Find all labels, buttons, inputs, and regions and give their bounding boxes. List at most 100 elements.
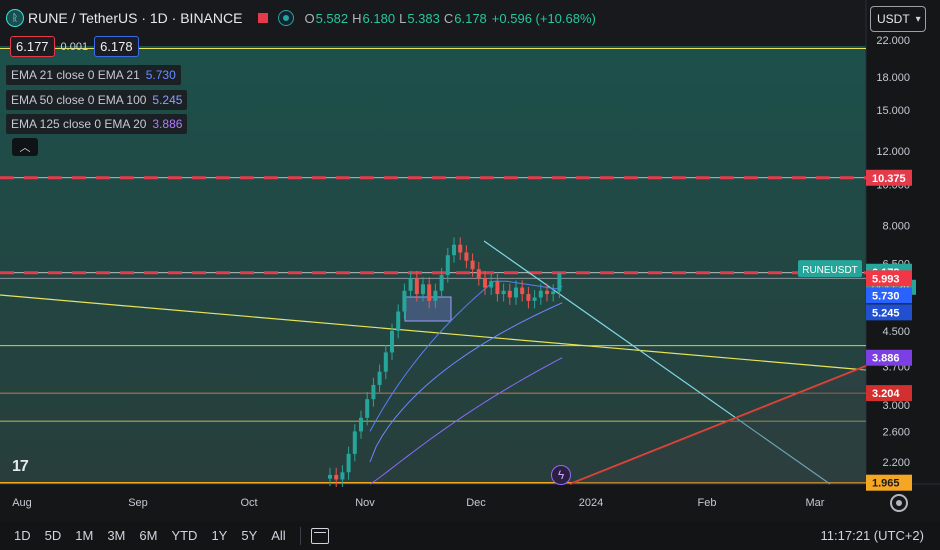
candle	[514, 287, 518, 298]
ema-50-line	[369, 302, 563, 463]
timeframe-ytd[interactable]: YTD	[171, 528, 198, 543]
candle	[476, 269, 481, 279]
lightning-icon[interactable]: ϟ	[551, 465, 571, 485]
sell-price-button[interactable]: 6.177	[10, 36, 55, 57]
candle	[414, 278, 419, 295]
clock-readout[interactable]: 11:17:21 (UTC+2)	[820, 528, 924, 543]
ohlc-low: L5.383	[399, 10, 440, 26]
symbol-badge	[798, 260, 862, 278]
candle	[402, 290, 407, 312]
buy-price-button[interactable]: 6.178	[94, 36, 139, 57]
price-badge-label: 5.245	[872, 307, 900, 319]
time-axis-background	[0, 484, 940, 521]
price-tick-label: 22.000	[876, 35, 910, 47]
candle	[359, 417, 363, 432]
price-badge-label: 5.993	[872, 273, 900, 285]
ohlc-open: O5.582	[304, 10, 349, 26]
candle	[371, 384, 376, 400]
tradingview-logo: 17	[12, 458, 29, 475]
candle	[520, 287, 525, 295]
time-axis-ticks: Aug Sep Oct Nov Dec 2024 Feb Mar	[12, 497, 825, 509]
timeframe-5y[interactable]: 5Y	[241, 528, 258, 543]
candle	[501, 290, 506, 295]
price-badge-label: 5.730	[872, 290, 900, 302]
gear-icon[interactable]	[890, 494, 908, 512]
calendar-icon[interactable]	[310, 527, 329, 544]
chevron-down-icon: ▾	[915, 13, 921, 25]
candle	[489, 281, 494, 288]
price-badge	[866, 304, 912, 321]
candle	[439, 275, 444, 291]
candle	[328, 474, 332, 479]
toolbar-divider	[299, 526, 301, 545]
consolidation-box[interactable]	[404, 296, 452, 322]
indicator-ema-21[interactable]: EMA 21 close 0 EMA 21 5.730	[6, 65, 181, 85]
time-tick-label: Feb	[698, 497, 717, 509]
candle	[458, 244, 463, 253]
symbol-badge-label: RUNEUSDT	[802, 265, 858, 276]
time-tick-label: 2024	[579, 497, 603, 509]
ascending-red-trendline[interactable]	[569, 365, 867, 485]
price-badge-label: 3.204	[872, 388, 900, 400]
ema-125-line	[369, 357, 563, 485]
candle	[538, 290, 543, 298]
candle	[532, 297, 537, 301]
timeframe-1m[interactable]: 1M	[75, 528, 94, 543]
price-tick-label: 2.200	[882, 457, 910, 469]
candle	[507, 290, 512, 298]
trendlines	[0, 240, 867, 485]
candle	[340, 472, 345, 480]
symbol-title[interactable]: RUNE / TetherUS · 1D · BINANCE	[28, 10, 243, 26]
indicator-label: EMA 50 close 0 EMA 100	[11, 93, 147, 107]
candle	[408, 278, 413, 291]
market-status-icon[interactable]	[278, 10, 295, 26]
price-badge	[866, 349, 912, 366]
price-tick-label: 18.000	[876, 72, 910, 84]
collapse-legend-button[interactable]: ︿	[12, 138, 38, 156]
ohlc-change: +0.596 (+10.68%)	[491, 10, 596, 26]
indicator-ema-125[interactable]: EMA 125 close 0 EMA 20 3.886	[6, 114, 188, 134]
timeframe-3m[interactable]: 3M	[107, 528, 126, 543]
candle	[365, 399, 370, 418]
candle	[452, 244, 456, 256]
symbol-legend: ᚱ RUNE / TetherUS · 1D · BINANCE O5.582 …	[6, 8, 600, 28]
spread-value: 0.001	[60, 40, 89, 53]
timeframe-5d[interactable]: 5D	[44, 528, 62, 543]
currency-selector[interactable]: USDT ▾	[870, 6, 926, 32]
price-badges: 10.375RUNEUSDT6.17814:42:395.9935.7305.2…	[798, 169, 916, 491]
price-tick-label: 3.000	[882, 400, 910, 412]
indicator-ema-50[interactable]: EMA 50 close 0 EMA 100 5.245	[6, 90, 188, 110]
indicator-label: EMA 125 close 0 EMA 20	[11, 117, 147, 131]
candle	[396, 311, 401, 331]
rune-logo-icon: ᚱ	[6, 9, 24, 27]
timeframe-1y[interactable]: 1Y	[211, 528, 228, 543]
price-tick-label: 15.000	[876, 105, 910, 117]
timeframe-6m[interactable]: 6M	[139, 528, 158, 543]
currency-label: USDT	[877, 12, 910, 26]
candle	[551, 291, 556, 295]
time-tick-label: Nov	[355, 497, 375, 509]
timeframe-all[interactable]: All	[271, 528, 286, 543]
candle	[352, 431, 357, 454]
candle	[427, 284, 432, 301]
time-tick-label: Oct	[240, 497, 257, 509]
price-tick-label: 12.000	[876, 146, 910, 158]
indicator-value: 5.730	[145, 68, 176, 82]
candle	[346, 453, 351, 473]
price-badge-label: 1.965	[872, 478, 900, 490]
candles	[328, 237, 562, 487]
candle	[545, 290, 549, 295]
flag-icon[interactable]	[258, 13, 269, 23]
descending-trendline[interactable]	[483, 240, 831, 485]
candle	[557, 272, 562, 292]
price-badge	[866, 287, 912, 304]
time-tick-label: Sep	[128, 497, 148, 509]
candle	[495, 281, 500, 295]
yellow-trendline[interactable]	[0, 294, 867, 371]
price-badge	[866, 270, 912, 287]
candle	[390, 330, 394, 353]
candle	[433, 290, 438, 301]
timeframe-1d[interactable]: 1D	[14, 528, 31, 543]
ohlc-high: H6.180	[352, 10, 396, 26]
candle	[526, 294, 531, 301]
